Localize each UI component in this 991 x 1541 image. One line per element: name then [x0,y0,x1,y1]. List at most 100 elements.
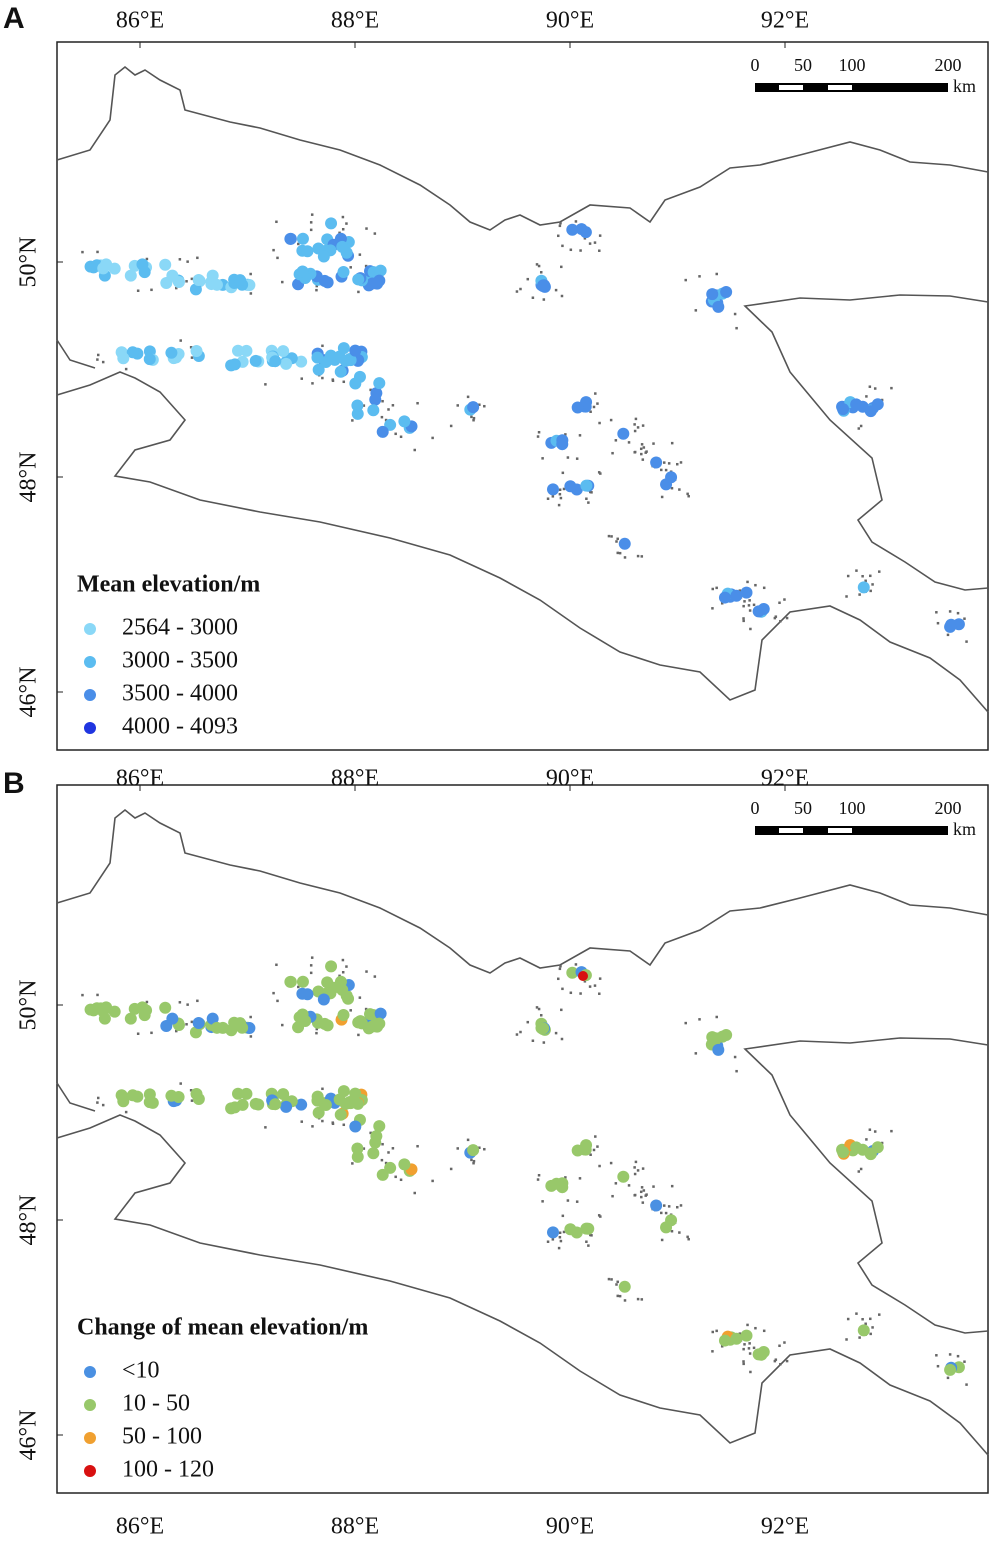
glacier-point [678,488,681,491]
glacier-point [778,601,781,605]
glacier-point [537,1173,541,1177]
glacier-point [733,312,737,316]
glacier-point [641,424,645,427]
glacier-point [96,353,100,357]
glacier-point [557,977,560,981]
glacier-point [587,1244,590,1247]
glacier-point [315,284,319,288]
glacier-dot [334,1108,347,1121]
glacier-dot [351,399,364,412]
glacier-point [264,1126,267,1129]
glacier-point [865,395,868,398]
glacier-dot [618,1280,631,1293]
glacier-dot [730,589,743,602]
glacier-point [413,1191,416,1195]
glacier-point [179,339,182,342]
glacier-dot [349,344,362,357]
glacier-point [846,1317,850,1321]
y-tick-label: 48°N [16,1195,42,1246]
glacier-point [679,461,683,464]
glacier-point [598,1164,601,1168]
glacier-point [179,1082,182,1085]
glacier-point [249,1035,253,1038]
glacier-dot [284,232,297,245]
glacier-point [560,294,564,298]
scale-label: 200 [935,798,962,818]
glacier-dot [159,258,172,271]
glacier-point [537,1007,541,1011]
panel: B 86°E 88°E 90°E 92°E86°E 88°E 90°E 92°E50°N48°… [3,766,989,1540]
glacier-point [275,963,278,967]
glacier-point [610,535,613,538]
glacier-point [715,586,718,590]
glacier-dot [336,983,349,996]
glacier-dot [367,1147,380,1160]
y-tick-label: 46°N [16,667,42,718]
glacier-point [594,392,597,395]
glacier-point [349,266,352,269]
glacier-point [735,326,738,330]
glacier-point [150,1031,153,1035]
scale-unit: km [953,819,976,839]
glacier-point [272,991,275,995]
glacier-point [593,984,597,987]
glacier-point [698,275,701,278]
glacier-point [684,1021,687,1025]
glacier-point [779,1362,782,1366]
glacier-dot [234,274,247,287]
glacier-point [694,1052,698,1055]
glacier-dot [376,1168,389,1181]
glacier-dot [301,988,314,1001]
glacier-dot [650,456,663,469]
glacier-point [136,289,140,292]
glacier-point [743,600,746,603]
glacier-dot [317,993,330,1006]
map-frame [56,41,989,751]
legend-swatch [84,1366,96,1378]
glacier-point [470,415,473,419]
glacier-dot [296,1008,309,1021]
glacier-point [515,290,519,293]
glacier-point [365,227,368,230]
scale-label: 50 [794,798,812,818]
glacier-point [687,494,690,498]
x-tick-label: 92°E [761,1514,809,1540]
glacier-point [752,1346,756,1350]
glacier-point [249,1015,252,1019]
glacier-dot [190,344,203,357]
glacier-dot [712,300,725,313]
glacier-dot [706,288,719,301]
glacier-point [935,611,938,614]
glacier-point [698,1018,701,1021]
glacier-dot [100,258,113,271]
glacier-point [416,1144,419,1148]
glacier-point [381,399,384,403]
glacier-dot [117,352,130,365]
glacier-dot [318,1017,331,1030]
glacier-point [743,1343,746,1346]
glacier-dot [277,1088,290,1101]
x-tick-label: 90°E [546,1514,594,1540]
glacier-point [846,574,850,578]
glacier-dot [206,269,219,282]
glacier-point [449,1167,453,1171]
glacier-point [641,458,645,461]
glacier-point [196,256,199,260]
glacier-point [652,442,655,445]
glacier-point [456,404,459,407]
glacier-point [664,468,668,472]
glacier-point [749,627,752,631]
glacier-point [338,231,341,235]
glacier-dot [546,1226,559,1239]
glacier-point [633,1166,636,1169]
glacier-point [864,579,867,583]
glacier-point [594,1135,597,1138]
glacier-point [593,241,597,244]
glacier-point [596,1145,599,1148]
glacier-point [186,1003,189,1006]
glacier-dot [349,377,362,390]
glacier-dot [159,1001,172,1014]
glacier-point [190,1099,194,1102]
glacier-point [531,296,535,299]
